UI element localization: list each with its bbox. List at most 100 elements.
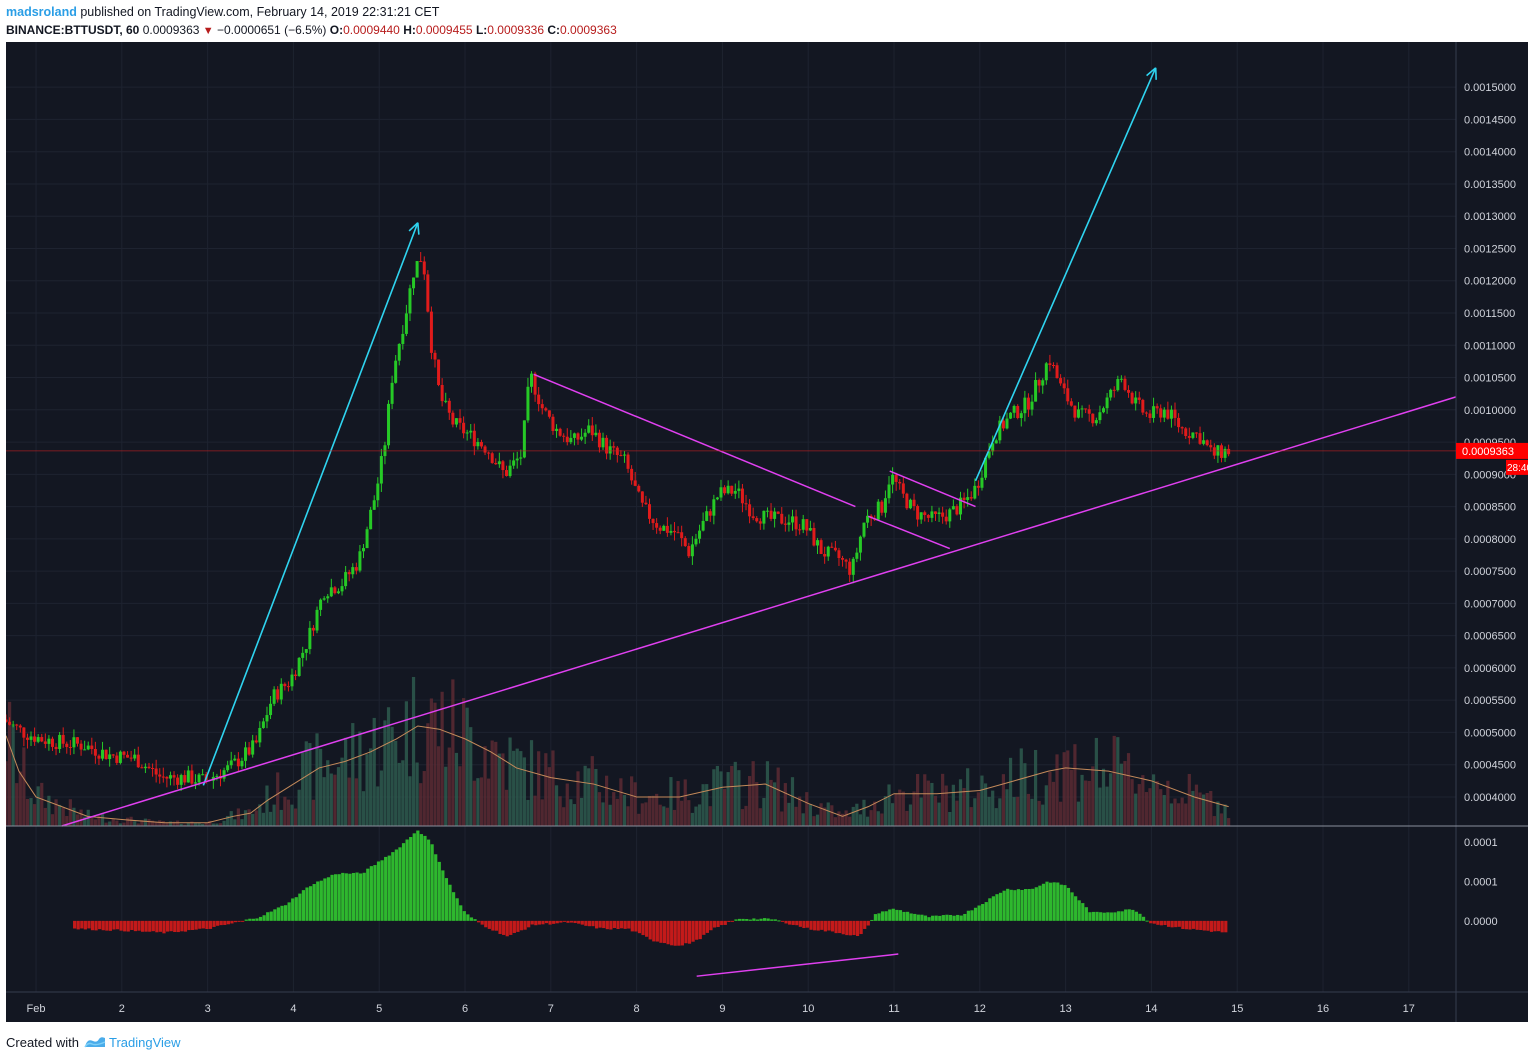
- volume-bar: [47, 795, 51, 826]
- chart-canvas[interactable]: 0.0015000 0.0014500 0.0014000 0.0013500 0.00…: [6, 42, 1528, 1022]
- time-tick-label: 12: [974, 1003, 986, 1015]
- oscillator-bar: [1127, 909, 1131, 921]
- candle-body: [297, 657, 301, 676]
- oscillator-bar: [523, 920, 527, 930]
- volume-bar: [612, 792, 616, 826]
- candle-body: [998, 420, 1002, 441]
- candle-body: [883, 498, 887, 513]
- grid-lines: [6, 42, 1456, 992]
- price-candles: [6, 252, 1231, 791]
- tradingview-logo-icon[interactable]: [83, 1035, 107, 1049]
- oscillator-bar: [1106, 912, 1110, 921]
- candle-body: [583, 432, 587, 437]
- candle-body: [440, 384, 444, 402]
- candle-body: [233, 758, 237, 761]
- candle-body: [1137, 397, 1141, 400]
- candle-body: [744, 503, 748, 505]
- candle-body: [1055, 365, 1059, 379]
- candle-body: [1205, 440, 1209, 446]
- candle-body: [1016, 406, 1020, 419]
- volume-bar: [268, 811, 273, 826]
- volume-bar: [622, 794, 627, 826]
- volume-bar: [923, 774, 927, 826]
- candle-body: [1148, 413, 1152, 418]
- volume-bar: [547, 767, 551, 826]
- candle-body: [790, 516, 794, 523]
- oscillator-bar: [516, 920, 520, 932]
- volume-bar: [1051, 781, 1056, 826]
- oscillator-bar: [1066, 887, 1071, 921]
- oscillator-bar: [770, 919, 774, 921]
- oscillator-bar: [630, 920, 634, 932]
- candle-body: [708, 511, 712, 516]
- candle-body: [168, 775, 172, 779]
- time-tick-label: 11: [888, 1003, 899, 1015]
- candle-body: [61, 734, 65, 744]
- chart-area[interactable]: 0.0015000 0.0014500 0.0014000 0.0013500 0.00…: [6, 42, 1528, 1022]
- author-link[interactable]: madsroland: [6, 5, 77, 19]
- candle-body: [690, 544, 694, 557]
- footer: Created with TradingView: [6, 1031, 181, 1053]
- volume-bar: [415, 762, 419, 826]
- volume-bar: [851, 806, 855, 826]
- volume-bar: [40, 782, 44, 826]
- candle-body: [944, 516, 948, 522]
- oscillator-bar: [991, 896, 996, 921]
- candle-body: [1155, 406, 1159, 409]
- candle-body: [1019, 413, 1023, 419]
- volume-bar: [819, 803, 823, 826]
- volume-bar: [6, 761, 8, 826]
- candle-body: [115, 755, 119, 763]
- volume-bar: [390, 726, 394, 826]
- volume-bar: [1173, 798, 1177, 826]
- oscillator-bar: [1181, 920, 1185, 929]
- candle-body: [283, 683, 287, 687]
- candle-body: [808, 527, 812, 531]
- volume-bar: [333, 774, 337, 826]
- oscillator-bar: [484, 920, 488, 928]
- candle-body: [715, 497, 719, 500]
- tradingview-brand[interactable]: TradingView: [108, 1034, 181, 1050]
- candle-body: [908, 499, 912, 509]
- oscillator-bar: [1156, 920, 1160, 925]
- volume-bar: [7, 701, 12, 826]
- oscillator-bar: [591, 920, 595, 927]
- volume-bar: [204, 822, 208, 826]
- volume-bar: [254, 810, 258, 826]
- oscillator-bar: [180, 920, 184, 932]
- volume-bar: [869, 810, 873, 826]
- volume-bar: [258, 804, 262, 826]
- oscillator-bar: [1184, 920, 1189, 930]
- candle-body: [823, 553, 827, 557]
- oscillator-bar: [201, 920, 205, 929]
- volume-bar: [122, 822, 126, 826]
- candle-body: [504, 470, 508, 476]
- oscillator-bar: [662, 920, 667, 944]
- oscillator-bar: [534, 920, 538, 926]
- candle-body: [1076, 409, 1080, 418]
- volume-bar: [805, 792, 809, 826]
- oscillator-bar: [1113, 912, 1117, 921]
- candle-body: [29, 736, 33, 740]
- low-value: 0.0009336: [487, 23, 544, 37]
- candle-body: [887, 484, 891, 499]
- volume-bar: [987, 796, 991, 826]
- volume-bar: [125, 817, 130, 826]
- candle-body: [833, 547, 837, 551]
- candle-body: [136, 754, 140, 768]
- candle-body: [1209, 445, 1213, 448]
- volume-bar: [665, 807, 669, 826]
- volume-bar: [1205, 792, 1209, 826]
- candle-body: [404, 313, 408, 334]
- candle-body: [1227, 448, 1231, 455]
- candle-body: [651, 518, 655, 524]
- volume-bar: [129, 816, 133, 826]
- volume-bar: [576, 771, 580, 826]
- price-tick-label: 0.0012000: [1464, 276, 1516, 288]
- candle-body: [397, 343, 401, 361]
- volume-bar: [640, 803, 644, 826]
- volume-bar: [336, 767, 341, 826]
- drawing-annotations[interactable]: [61, 67, 1457, 977]
- oscillator-bar: [1195, 920, 1199, 930]
- volume-bar: [512, 750, 516, 826]
